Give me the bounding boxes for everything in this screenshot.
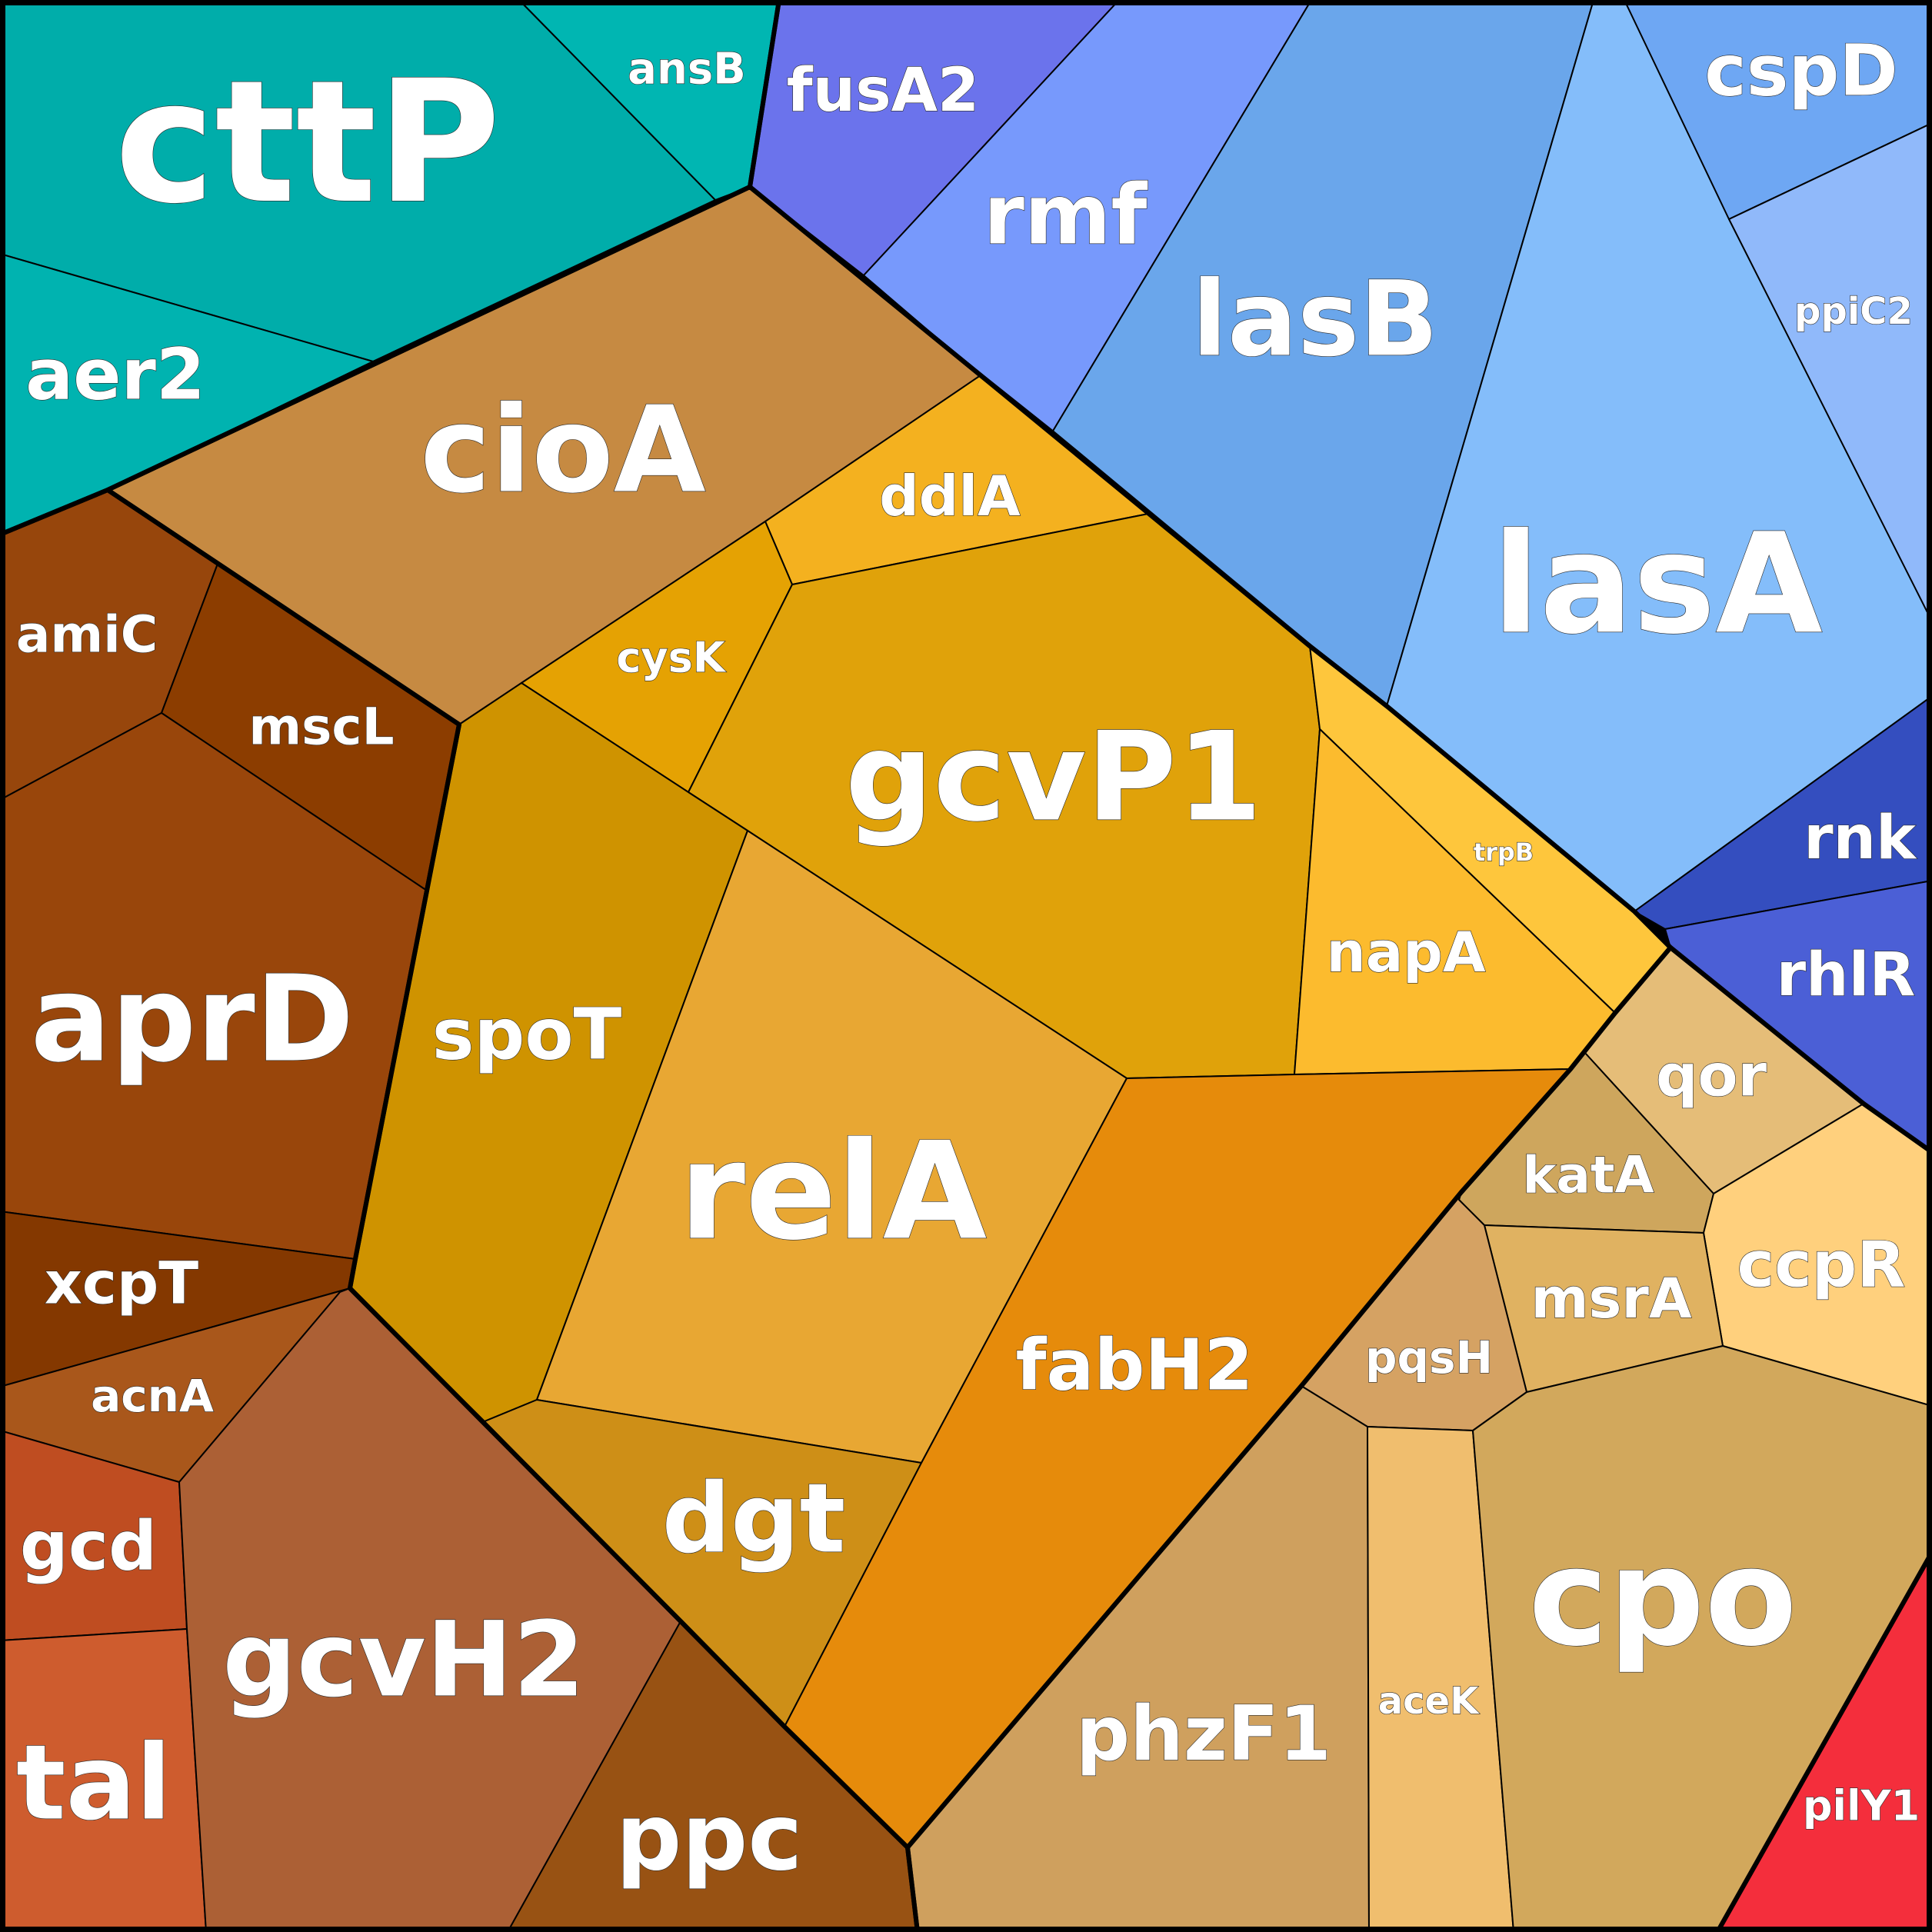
cell-msrA: msrA xyxy=(1484,1224,1724,1393)
cell-aer2: aer2 xyxy=(0,253,374,535)
cell-label-phzF1: phzF1 xyxy=(1076,1690,1331,1778)
cell-label-amiC: amiC xyxy=(16,605,158,665)
cell-label-pilY1: pilY1 xyxy=(1803,1782,1920,1830)
cell-fusA2: fusA2 xyxy=(749,0,1120,276)
cell-label-gcvP1: gcvP1 xyxy=(845,705,1262,849)
cell-shape-aceK xyxy=(1367,1426,1514,1932)
cell-label-qor: qor xyxy=(1656,1041,1767,1110)
cell-gcvH2: gcvH2 xyxy=(178,1287,681,1932)
cell-label-mscL: mscL xyxy=(248,698,394,757)
cell-fabH2: fabH2 xyxy=(784,1068,1571,1848)
cell-label-cioA: cioA xyxy=(420,381,705,520)
cell-spoT: spoT xyxy=(349,682,748,1422)
cell-label-aer2: aer2 xyxy=(25,334,205,416)
cell-label-napA: napA xyxy=(1326,920,1485,984)
cell-cttP: cttP xyxy=(0,0,716,362)
cell-ppc: ppc xyxy=(507,1621,918,1932)
cell-label-ppiC2: ppiC2 xyxy=(1794,290,1913,333)
cell-gcvP1: gcvP1 xyxy=(688,513,1321,1079)
cell-label-rmf: rmf xyxy=(984,168,1148,264)
cell-label-spoT: spoT xyxy=(432,994,622,1076)
cell-label-relA: relA xyxy=(679,1114,987,1271)
cell-rhlR: rhlR xyxy=(1664,880,1932,1153)
cell-lasB: lasB xyxy=(1051,0,1594,707)
cell-label-ddlA: ddlA xyxy=(879,464,1021,528)
cell-label-dgt: dgt xyxy=(662,1464,846,1575)
cell-label-gcd: gcd xyxy=(20,1507,157,1586)
cell-label-msrA: msrA xyxy=(1531,1266,1691,1331)
cell-label-lasB: lasB xyxy=(1192,259,1439,380)
cell-label-ccpR: ccpR xyxy=(1737,1229,1905,1302)
cell-tal: tal xyxy=(0,1628,207,1932)
cell-shape-cspD xyxy=(1624,0,1932,220)
cell-qor: qor xyxy=(1584,947,1864,1194)
cell-label-cysK: cysK xyxy=(616,634,726,682)
group-border-brown xyxy=(0,488,920,1932)
cell-label-fabH2: fabH2 xyxy=(1016,1324,1254,1407)
cell-label-ppc: ppc xyxy=(616,1785,803,1892)
cell-ccpR: ccpR xyxy=(1703,1103,1932,1407)
cell-label-rnk: rnk xyxy=(1804,804,1917,873)
cell-label-cttP: cttP xyxy=(115,44,501,241)
cell-mscL: mscL xyxy=(161,563,460,891)
cell-lasA: lasA xyxy=(1386,0,1932,912)
cell-aprD: aprD xyxy=(0,712,428,1260)
cell-rmf: rmf xyxy=(863,0,1312,433)
cell-label-katA: katA xyxy=(1522,1146,1654,1205)
cell-cioA: cioA xyxy=(107,186,981,725)
cell-shape-cttP xyxy=(0,0,716,362)
cell-pqsH: pqsH xyxy=(1301,1191,1527,1431)
cell-gcd: gcd xyxy=(0,1430,188,1641)
cell-label-ansB: ansB xyxy=(628,45,746,95)
cell-label-trpB: trpB xyxy=(1474,838,1534,867)
cell-shape-ppiC2 xyxy=(1728,122,1932,622)
cell-label-pqsH: pqsH xyxy=(1365,1331,1493,1384)
cell-label-cspD: cspD xyxy=(1704,30,1898,112)
cell-label-rhlR: rhlR xyxy=(1777,941,1916,1010)
cell-label-gcvH2: gcvH2 xyxy=(222,1600,585,1720)
cell-label-aprD: aprD xyxy=(31,950,355,1089)
cell-ppiC2: ppiC2 xyxy=(1728,122,1932,622)
cell-amiC: amiC xyxy=(0,489,218,801)
cell-shape-cpo xyxy=(1472,1345,1932,1932)
cell-napA: napA xyxy=(1294,728,1616,1075)
cell-aceK: aceK xyxy=(1367,1426,1514,1932)
cell-label-fusA2: fusA2 xyxy=(787,56,980,125)
cell-cspD: cspD xyxy=(1624,0,1932,220)
cell-cysK: cysK xyxy=(521,521,793,793)
group-border-tan xyxy=(905,945,1932,1932)
cell-label-cpo: cpo xyxy=(1528,1521,1797,1677)
cell-label-tal: tal xyxy=(16,1723,172,1844)
cell-relA: relA xyxy=(536,830,1128,1464)
cell-label-lasA: lasA xyxy=(1492,505,1823,665)
cell-xcpT: xcpT xyxy=(0,1211,356,1387)
cell-dgt: dgt xyxy=(484,1399,922,1727)
cell-label-acnA: acnA xyxy=(91,1370,214,1422)
cell-label-aceK: aceK xyxy=(1378,1680,1480,1723)
cell-label-xcpT: xcpT xyxy=(45,1249,198,1317)
cell-shape-tal xyxy=(0,1628,207,1932)
cell-rnk: rnk xyxy=(1634,695,1932,930)
cell-phzF1: phzF1 xyxy=(907,1385,1370,1932)
cell-cpo: cpo xyxy=(1472,1345,1932,1932)
group-border-red xyxy=(1715,1550,1932,1932)
